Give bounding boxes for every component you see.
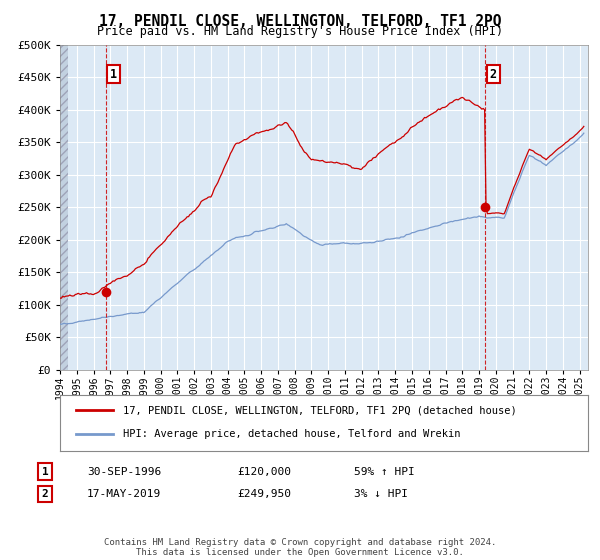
Text: Contains HM Land Registry data © Crown copyright and database right 2024.
This d: Contains HM Land Registry data © Crown c… (104, 538, 496, 557)
Text: 17, PENDIL CLOSE, WELLINGTON, TELFORD, TF1 2PQ: 17, PENDIL CLOSE, WELLINGTON, TELFORD, T… (99, 14, 501, 29)
Text: 1: 1 (41, 466, 49, 477)
Text: 30-SEP-1996: 30-SEP-1996 (87, 466, 161, 477)
Text: Price paid vs. HM Land Registry's House Price Index (HPI): Price paid vs. HM Land Registry's House … (97, 25, 503, 38)
Text: 17-MAY-2019: 17-MAY-2019 (87, 489, 161, 499)
Text: 2: 2 (490, 68, 497, 81)
Text: 59% ↑ HPI: 59% ↑ HPI (354, 466, 415, 477)
Text: £120,000: £120,000 (237, 466, 291, 477)
Text: 3% ↓ HPI: 3% ↓ HPI (354, 489, 408, 499)
Text: 17, PENDIL CLOSE, WELLINGTON, TELFORD, TF1 2PQ (detached house): 17, PENDIL CLOSE, WELLINGTON, TELFORD, T… (124, 405, 517, 416)
Polygon shape (60, 45, 68, 370)
Text: HPI: Average price, detached house, Telford and Wrekin: HPI: Average price, detached house, Telf… (124, 429, 461, 439)
Text: 2: 2 (41, 489, 49, 499)
Text: 1: 1 (110, 68, 118, 81)
Text: £249,950: £249,950 (237, 489, 291, 499)
